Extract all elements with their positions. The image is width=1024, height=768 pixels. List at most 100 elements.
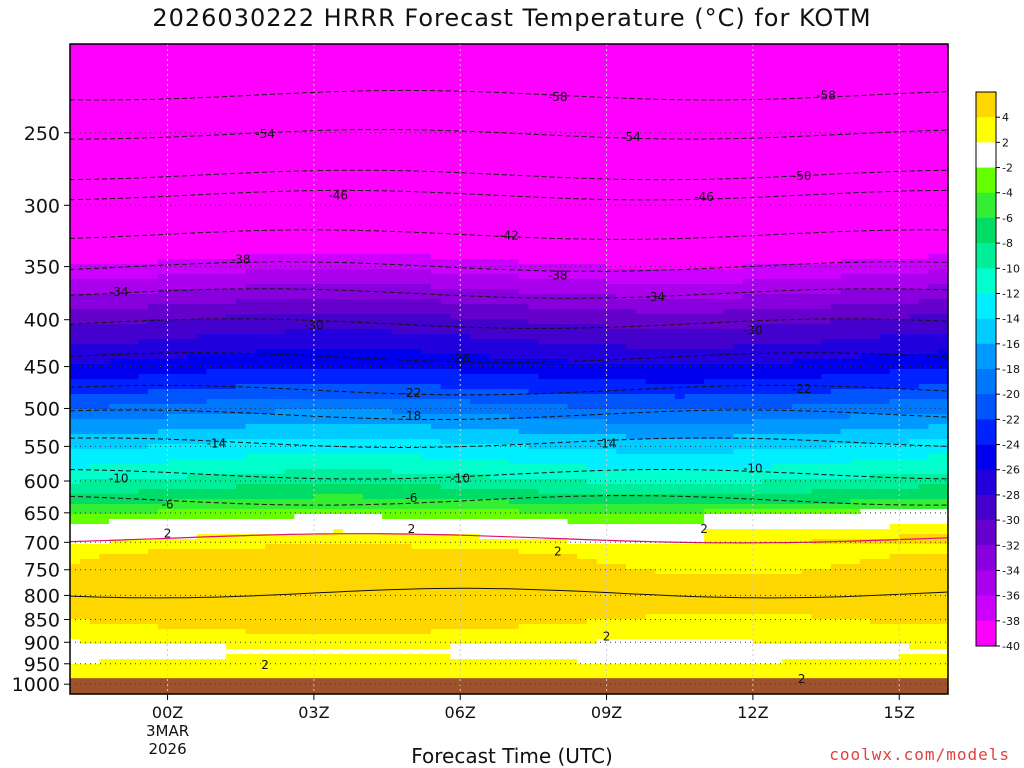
field-cell bbox=[499, 79, 510, 85]
field-cell bbox=[70, 229, 81, 235]
field-cell bbox=[323, 109, 334, 115]
field-cell bbox=[509, 159, 520, 165]
field-cell bbox=[626, 144, 637, 150]
field-cell bbox=[304, 184, 315, 190]
field-cell bbox=[187, 314, 198, 320]
field-cell bbox=[840, 254, 852, 260]
field-cell bbox=[752, 304, 764, 310]
field-cell bbox=[538, 119, 549, 125]
field-cell bbox=[801, 179, 813, 185]
field-cell bbox=[79, 54, 91, 60]
field-cell bbox=[177, 269, 188, 275]
field-cell bbox=[752, 264, 764, 270]
field-cell bbox=[118, 304, 130, 310]
field-cell bbox=[645, 259, 656, 265]
field-cell bbox=[157, 89, 169, 95]
field-cell bbox=[99, 164, 110, 170]
field-cell bbox=[596, 314, 608, 320]
field-cell bbox=[879, 259, 891, 265]
field-cell bbox=[548, 284, 559, 290]
field-cell bbox=[772, 289, 783, 295]
field-cell bbox=[450, 104, 461, 110]
field-cell bbox=[489, 314, 500, 320]
field-cell bbox=[626, 69, 637, 75]
field-cell bbox=[177, 84, 188, 90]
field-cell bbox=[772, 214, 783, 220]
field-cell bbox=[167, 74, 178, 80]
field-cell bbox=[128, 69, 139, 75]
field-cell bbox=[294, 319, 305, 325]
field-cell bbox=[821, 59, 832, 65]
field-cell bbox=[284, 269, 295, 275]
field-cell bbox=[235, 174, 247, 180]
field-cell bbox=[850, 274, 861, 280]
field-cell bbox=[226, 159, 237, 165]
field-cell bbox=[723, 54, 734, 60]
field-cell bbox=[70, 99, 81, 105]
field-cell bbox=[655, 149, 666, 155]
field-cell bbox=[167, 319, 178, 325]
field-cell bbox=[665, 289, 676, 295]
field-cell bbox=[196, 234, 208, 240]
field-cell bbox=[411, 154, 422, 160]
field-cell bbox=[323, 149, 334, 155]
field-cell bbox=[479, 309, 491, 315]
field-cell bbox=[801, 224, 813, 230]
field-cell bbox=[255, 259, 266, 265]
field-cell bbox=[274, 134, 286, 140]
field-cell bbox=[577, 104, 588, 110]
field-cell bbox=[352, 104, 364, 110]
field-cell bbox=[518, 184, 530, 190]
field-cell bbox=[762, 149, 773, 155]
field-cell bbox=[323, 204, 334, 210]
field-cell bbox=[918, 239, 930, 245]
field-cell bbox=[235, 289, 247, 295]
field-cell bbox=[840, 89, 852, 95]
field-cell bbox=[216, 269, 227, 275]
field-cell bbox=[79, 214, 91, 220]
field-cell bbox=[762, 209, 773, 215]
field-cell bbox=[548, 279, 559, 285]
field-cell bbox=[869, 179, 881, 185]
field-cell bbox=[509, 189, 520, 195]
field-cell bbox=[674, 214, 686, 220]
field-cell bbox=[460, 314, 471, 320]
field-cell bbox=[255, 154, 266, 160]
field-cell bbox=[499, 124, 510, 130]
field-cell bbox=[177, 304, 188, 310]
field-cell bbox=[304, 174, 315, 180]
field-cell bbox=[548, 124, 559, 130]
field-cell bbox=[89, 74, 100, 80]
field-cell bbox=[577, 199, 588, 205]
field-cell bbox=[333, 249, 344, 255]
field-cell bbox=[879, 79, 891, 85]
field-cell bbox=[645, 184, 656, 190]
field-cell bbox=[109, 114, 120, 120]
field-cell bbox=[294, 279, 305, 285]
field-cell bbox=[109, 249, 120, 255]
field-cell bbox=[499, 119, 510, 125]
field-cell bbox=[860, 59, 871, 65]
field-cell bbox=[704, 54, 715, 60]
field-cell bbox=[850, 294, 861, 300]
field-cell bbox=[196, 219, 208, 225]
field-cell bbox=[148, 199, 159, 205]
field-cell bbox=[918, 84, 930, 90]
field-cell bbox=[655, 229, 666, 235]
field-cell bbox=[821, 69, 832, 75]
field-cell bbox=[811, 124, 822, 130]
field-cell bbox=[499, 254, 510, 260]
field-cell bbox=[255, 54, 266, 60]
field-cell bbox=[460, 139, 471, 145]
field-cell bbox=[294, 234, 305, 240]
field-cell bbox=[128, 99, 139, 105]
field-cell bbox=[928, 269, 939, 275]
field-cell bbox=[791, 119, 803, 125]
field-cell bbox=[830, 124, 842, 130]
field-cell bbox=[489, 99, 500, 105]
field-cell bbox=[723, 109, 734, 115]
field-cell bbox=[577, 84, 588, 90]
field-cell bbox=[596, 289, 608, 295]
field-cell bbox=[743, 74, 754, 80]
field-cell bbox=[323, 164, 334, 170]
